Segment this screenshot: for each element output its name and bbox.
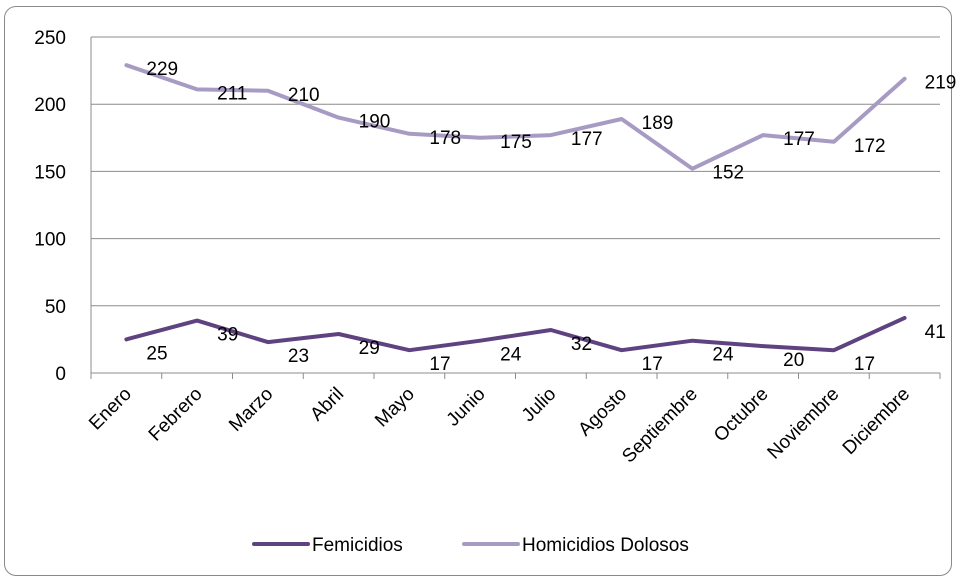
x-tick-label: Enero [85, 384, 136, 435]
y-tick-labels: 0 50 100 150 200 250 [34, 28, 66, 385]
x-tick-label: Agosto [574, 384, 631, 441]
x-tick-label: Mayo [371, 384, 419, 432]
x-tick-label: Febrero [145, 384, 207, 446]
y-tick-label: 50 [45, 297, 66, 318]
axes [90, 37, 941, 379]
y-tick-label: 0 [55, 364, 66, 385]
x-tick-label: Diciembre [839, 384, 914, 459]
data-label: 25 [146, 343, 167, 364]
data-label: 152 [712, 163, 744, 184]
y-tick-label: 250 [34, 28, 66, 49]
data-label: 24 [712, 345, 734, 366]
data-label: 172 [854, 136, 886, 157]
data-label: 29 [359, 338, 380, 359]
data-label: 23 [288, 346, 309, 367]
data-label: 177 [783, 129, 815, 150]
data-label: 41 [925, 322, 946, 343]
x-tick-label: Junio [443, 384, 490, 431]
data-label: 178 [429, 128, 461, 149]
series-line [124, 315, 907, 353]
chart-frame [4, 6, 952, 576]
y-tick-label: 150 [34, 162, 66, 183]
x-tick-label: Septiembre [618, 384, 702, 468]
data-label: 20 [783, 350, 804, 371]
data-label: 175 [500, 132, 532, 153]
legend: Femicidios Homicidios Dolosos [252, 535, 689, 556]
x-tick-label: Noviembre [764, 384, 844, 464]
data-label: 24 [500, 345, 522, 366]
x-tick-label: Marzo [225, 384, 277, 436]
y-tick-label: 200 [34, 95, 66, 116]
data-label: 32 [571, 334, 592, 355]
data-labels: 25 39 23 29 17 24 32 17 24 20 17 41 229 211 210 190 178 1… [146, 59, 956, 375]
series-line [124, 63, 907, 171]
x-tick-label: Julio [518, 384, 560, 426]
data-label: 177 [571, 129, 603, 150]
grid-lines [91, 36, 940, 307]
data-label: 189 [642, 113, 674, 134]
data-label: 17 [642, 354, 663, 375]
series-lines [124, 63, 907, 353]
data-label: 211 [217, 83, 247, 104]
data-label: 190 [359, 112, 391, 133]
x-tick-label: Abril [306, 384, 348, 426]
x-tick-labels: Enero Febrero Marzo Abril Mayo Junio Julio Agos… [85, 384, 914, 468]
legend-label: Femicidios [312, 535, 403, 556]
x-tick-label: Octubre [710, 384, 773, 447]
data-label: 17 [854, 354, 875, 375]
data-label: 39 [217, 325, 238, 346]
data-label: 229 [146, 59, 178, 80]
data-label: 17 [429, 354, 450, 375]
y-tick-label: 100 [34, 230, 66, 251]
data-label: 219 [925, 73, 957, 94]
legend-label: Homicidios Dolosos [522, 535, 689, 556]
data-label: 210 [288, 85, 320, 106]
